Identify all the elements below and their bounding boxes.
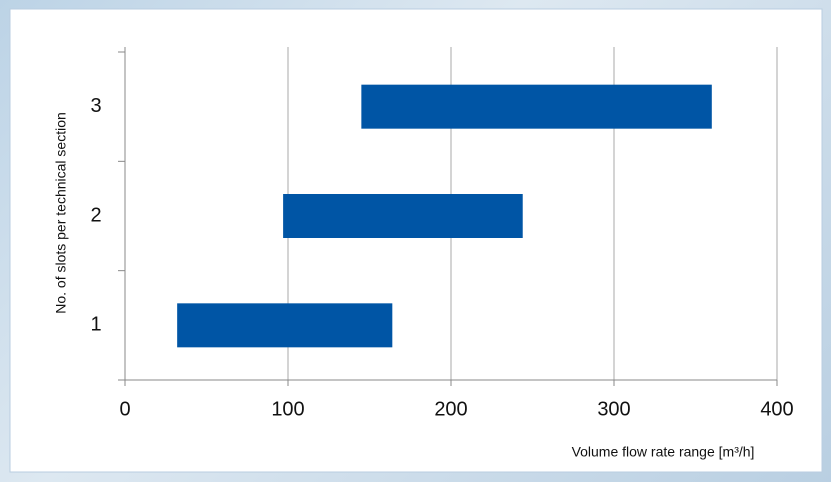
y-tick-label: 2 [90,204,101,226]
y-tick-label: 1 [90,314,101,336]
bar [361,84,712,129]
x-tick-label: 400 [760,398,793,420]
chart-panel [9,8,823,473]
x-tick-label: 300 [597,398,630,420]
x-tick-label: 100 [271,398,304,420]
x-axis-title: Volume flow rate range [m³/h] [572,444,755,460]
bar [283,194,523,238]
x-tick-label: 0 [119,398,130,420]
y-tick-label: 3 [90,95,101,117]
x-tick-label: 200 [434,398,467,420]
bar [177,303,393,348]
y-axis-title: No. of slots per technical section [53,112,69,314]
